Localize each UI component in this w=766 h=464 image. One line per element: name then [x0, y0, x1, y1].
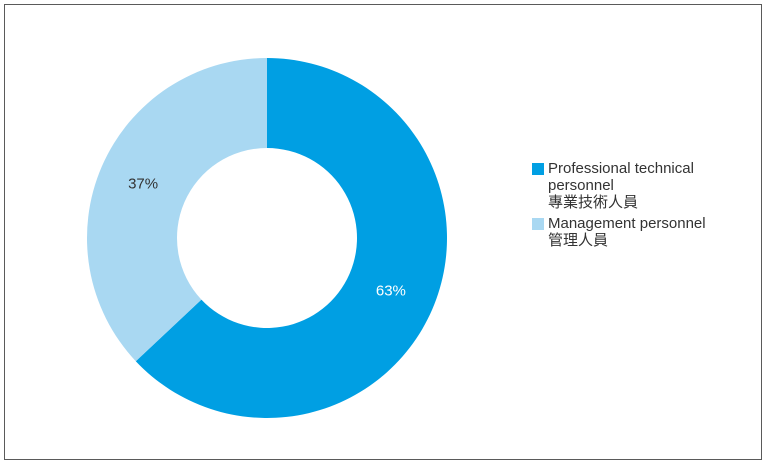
donut-value-labels: 63% 37% [128, 175, 406, 299]
legend-item-professional: Professional technical personnel 專業技術人員 [532, 160, 752, 211]
donut-slice-0 [135, 58, 447, 418]
donut-value-label-1: 37% [128, 175, 158, 192]
legend-swatch-management [532, 218, 544, 230]
donut-slice-1 [87, 58, 267, 362]
legend-label-management-chinese: 管理人員 [548, 232, 609, 249]
donut-slices [87, 58, 447, 418]
legend-swatch-professional [532, 163, 544, 175]
donut-value-label-0: 63% [376, 283, 406, 300]
legend-label-professional-chinese: 專業技術人員 [548, 194, 639, 211]
legend-label-management-line1: Management personnel [548, 215, 706, 232]
legend-label-professional-line1: Professional technical [548, 160, 694, 177]
legend-item-management: Management personnel 管理人員 [532, 215, 752, 249]
legend-label-professional-line2: personnel [548, 177, 614, 194]
legend: Professional technical personnel 專業技術人員 … [532, 160, 752, 253]
